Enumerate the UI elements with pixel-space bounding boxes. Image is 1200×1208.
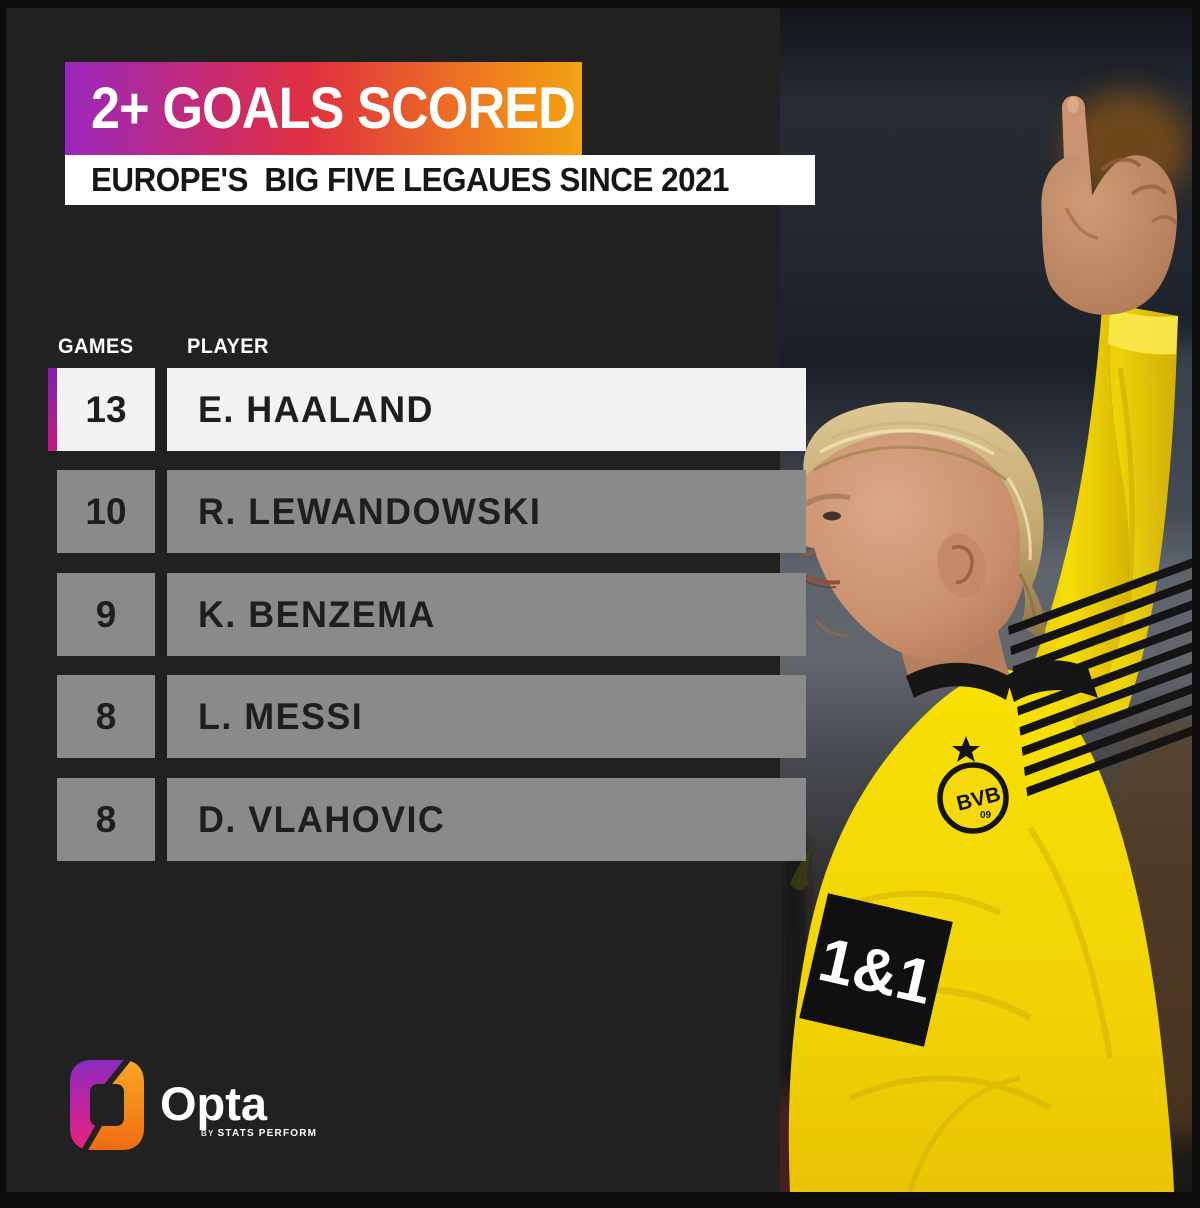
puma-logo-icon — [790, 842, 814, 890]
player-name: D. VLAHOVIC — [198, 798, 446, 840]
table-row: 8 D. VLAHOVIC — [6, 778, 806, 861]
column-header-player: PLAYER — [187, 335, 269, 358]
player-name: R. LEWANDOWSKI — [198, 490, 542, 532]
sleeve-fold — [1117, 367, 1135, 609]
page-subtitle: EUROPE'S BIG FIVE LEGAUES SINCE 2021 — [91, 161, 729, 198]
hair — [803, 402, 1046, 640]
highlight-accent-bar — [48, 368, 57, 451]
brand-subtext: BY STATS PERFORM — [201, 1128, 317, 1139]
collar — [906, 662, 1012, 700]
table-row: 8 L. MESSI — [6, 675, 806, 758]
player-cell: E. HAALAND — [167, 368, 806, 451]
raised-arm-sleeve — [1016, 304, 1130, 730]
face — [794, 423, 1028, 660]
table-row: 13 E. HAALAND — [6, 368, 806, 451]
brand-wordmark: Opta — [160, 1077, 268, 1130]
games-cell: 8 — [57, 675, 155, 758]
pointing-hand — [1041, 95, 1178, 315]
column-header-games: GAMES — [58, 335, 134, 358]
sponsor-diamond: 1&1 — [799, 893, 953, 1047]
jersey-torso — [788, 668, 1174, 1192]
table-row: 9 K. BENZEMA — [6, 573, 806, 656]
infographic-canvas: BVB 09 1&1 2+ GOALS SCORED EUROPE'S BIG … — [6, 8, 1192, 1192]
player-cell: D. VLAHOVIC — [167, 778, 806, 861]
games-cell: 8 — [57, 778, 155, 861]
games-cell: 13 — [57, 368, 155, 451]
crest-number: 09 — [980, 810, 992, 821]
sleeve-cuff-highlight — [1108, 308, 1178, 355]
subtitle-banner: EUROPE'S BIG FIVE LEGAUES SINCE 2021 — [65, 155, 815, 205]
table-row: 10 R. LEWANDOWSKI — [6, 470, 806, 553]
stats-perform-label: STATS PERFORM — [217, 1128, 318, 1139]
games-cell: 10 — [57, 470, 155, 553]
player-name: K. BENZEMA — [198, 593, 436, 635]
shoulder-stripes — [1008, 556, 1192, 803]
title-banner: 2+ GOALS SCORED — [65, 62, 582, 155]
player-cell: K. BENZEMA — [167, 573, 806, 656]
bvb-crest-icon: BVB 09 — [937, 736, 1009, 834]
sleeve-right-edge — [1065, 304, 1178, 730]
games-cell: 9 — [57, 573, 155, 656]
player-cell: L. MESSI — [167, 675, 806, 758]
opta-logo-icon — [70, 1060, 144, 1150]
player-name: E. HAALAND — [198, 388, 434, 430]
by-label: BY — [201, 1129, 215, 1138]
player-photo: BVB 09 1&1 — [780, 8, 1192, 1192]
ear — [937, 533, 987, 599]
player-name: L. MESSI — [198, 695, 364, 737]
star-icon — [952, 736, 980, 762]
table-header: GAMES PLAYER — [6, 335, 806, 365]
player-cell: R. LEWANDOWSKI — [167, 470, 806, 553]
page-title: 2+ GOALS SCORED — [91, 76, 576, 141]
